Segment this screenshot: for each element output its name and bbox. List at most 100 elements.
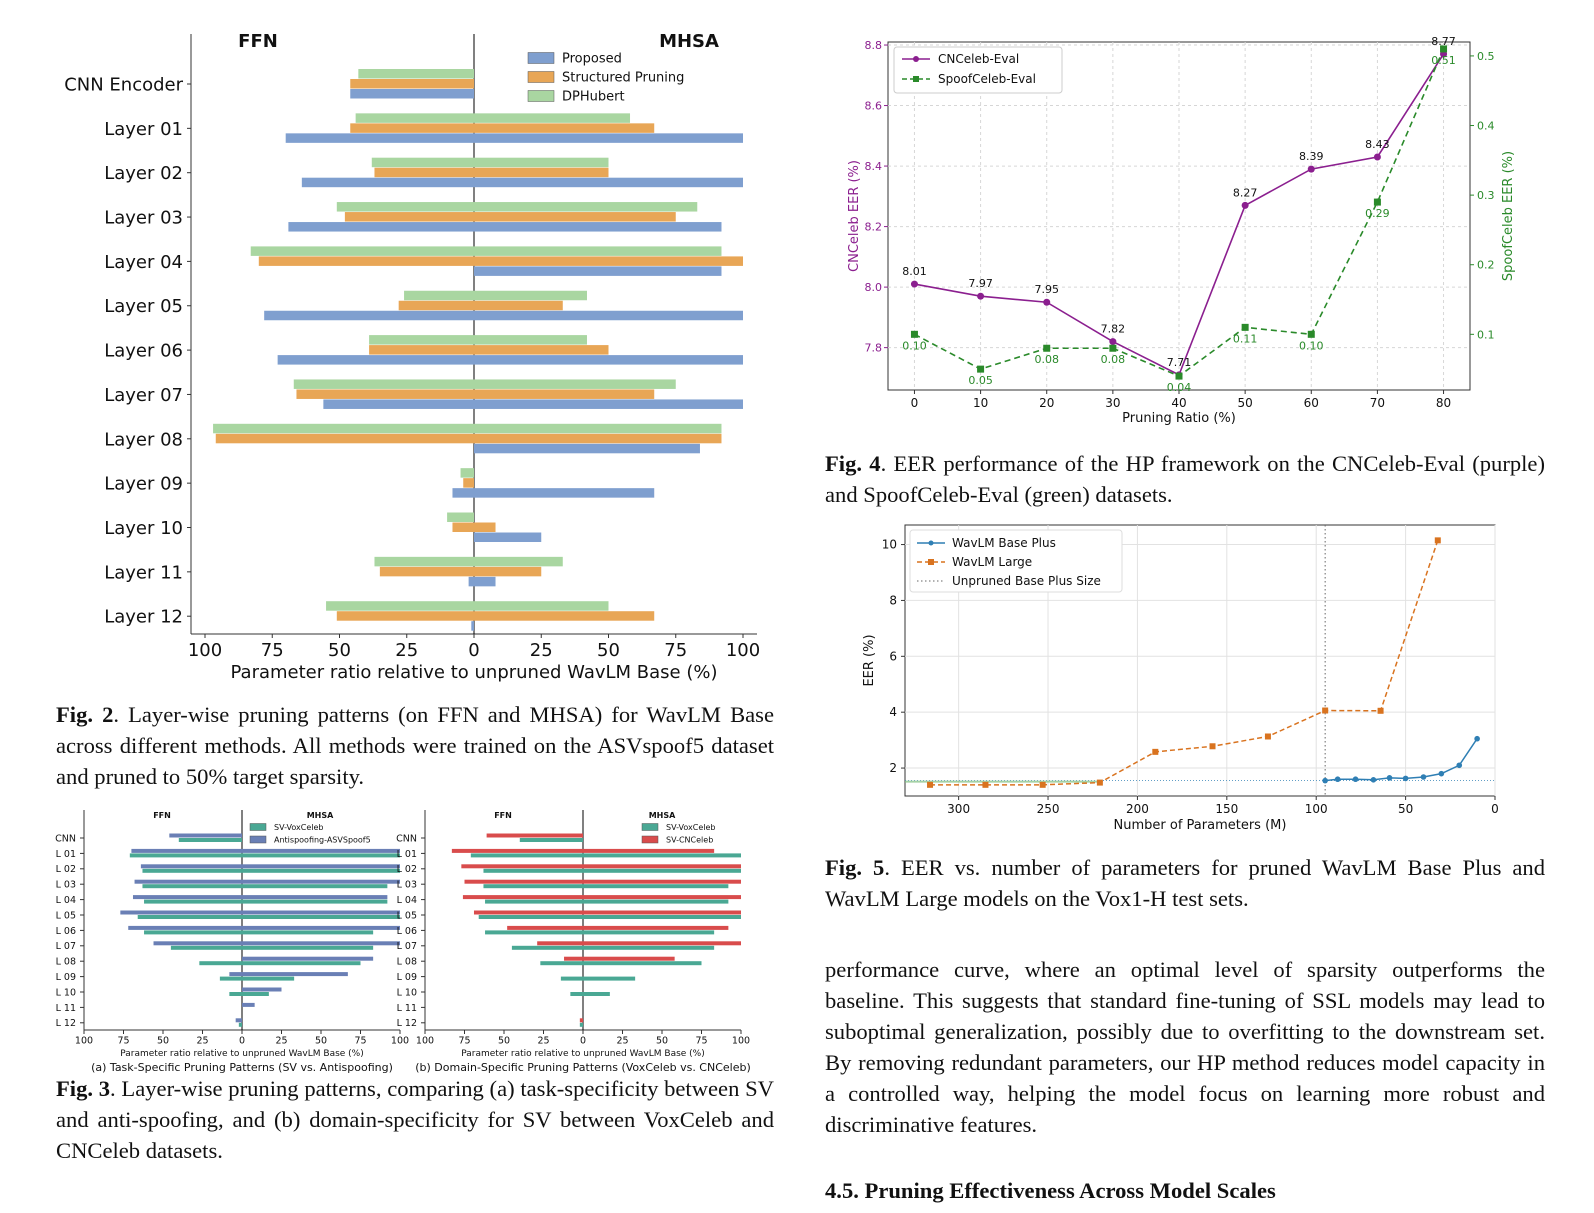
- fig3a-bar-mhsa: [242, 869, 400, 873]
- fig3b-x-tick-label: 100: [732, 1036, 750, 1047]
- fig5-point-base-plus: [1353, 776, 1359, 782]
- fig4-x-tick-label: 60: [1304, 396, 1319, 410]
- fig4-legend-marker-spoofceleb: [913, 76, 919, 82]
- fig4-x-tick-label: 0: [911, 396, 919, 410]
- fig2-caption-text: . Layer-wise pruning patterns (on FFN an…: [56, 702, 774, 789]
- fig3a-category-label: L 05: [56, 910, 76, 921]
- fig3b-bar-ffn: [483, 884, 583, 888]
- fig3b-bar-ffn: [463, 895, 583, 899]
- fig3b-bar-ffn: [570, 992, 583, 996]
- fig5-legend-label-reference: Unpruned Base Plus Size: [952, 574, 1101, 588]
- fig3a-bar-mhsa: [242, 988, 282, 992]
- fig2-bar-mhsa: [474, 523, 496, 533]
- fig5-x-tick-label: 250: [1037, 802, 1060, 816]
- fig4-data-label-cnceleb: 8.01: [902, 265, 927, 278]
- fig4-y2-tick-label: 0.2: [1477, 259, 1495, 272]
- fig2-x-tick-label: 100: [188, 640, 222, 661]
- fig3a-bar-mhsa: [242, 1003, 255, 1007]
- fig4-data-label-spoofceleb: 0.10: [902, 339, 927, 352]
- fig2-bar-ffn: [461, 468, 474, 478]
- fig3b-category-label: L 10: [397, 987, 417, 998]
- fig3a-bar-mhsa: [242, 884, 387, 888]
- fig2-bar-ffn: [326, 601, 474, 611]
- fig5-point-base-plus: [1371, 777, 1377, 783]
- fig2-x-tick-label: 25: [530, 640, 553, 661]
- fig3b-ffn-title: FFN: [494, 811, 512, 820]
- fig5-legend-label-base-plus: WavLM Base Plus: [952, 536, 1056, 550]
- fig2-bar-ffn: [380, 567, 474, 577]
- fig3a-category-label: L 08: [56, 957, 76, 968]
- fig2-bar-ffn: [369, 345, 474, 355]
- fig2-bar-mhsa: [474, 168, 609, 178]
- fig2-bar-mhsa: [474, 399, 743, 409]
- fig2-bar-ffn: [350, 89, 474, 99]
- fig2-bar-ffn: [452, 488, 474, 498]
- fig4-data-label-spoofceleb: 0.51: [1431, 54, 1456, 67]
- fig2-bar-ffn: [471, 621, 474, 631]
- fig5-y-axis-label: EER (%): [862, 634, 877, 686]
- fig2-caption-label: Fig. 2: [56, 702, 113, 727]
- fig3a-category-label: CNN: [55, 833, 76, 844]
- fig3b-bar-ffn: [520, 838, 583, 842]
- fig3b-x-tick-label: 75: [458, 1036, 470, 1047]
- fig4-y-tick-label: 8.0: [865, 281, 883, 294]
- fig3a-category-label: L 04: [56, 895, 76, 906]
- fig3a-bar-mhsa: [242, 961, 361, 965]
- fig2-bar-ffn: [323, 399, 474, 409]
- fig3a-x-tick-label: 100: [391, 1036, 409, 1047]
- fig3-caption: Fig. 3. Layer-wise pruning patterns, com…: [56, 1073, 774, 1166]
- fig2-bar-ffn: [447, 513, 474, 523]
- fig2-bar-ffn: [286, 133, 474, 143]
- fig3a-bar-mhsa: [242, 849, 400, 853]
- fig4-x-axis-label: Pruning Ratio (%): [1122, 411, 1236, 426]
- fig4-point-spoofceleb: [1374, 199, 1381, 206]
- fig3b-bar-mhsa: [583, 961, 702, 965]
- fig2-bar-ffn: [264, 311, 474, 321]
- fig2-bar-mhsa: [474, 611, 654, 621]
- fig3a-bar-ffn: [154, 941, 242, 945]
- fig3b-bar-mhsa: [583, 895, 741, 899]
- fig3a-bar-ffn: [131, 849, 242, 853]
- fig3a-bar-mhsa: [242, 880, 400, 884]
- fig3a-legend-label: Antispoofing-ASVSpoof5: [274, 835, 371, 844]
- fig2-bar-mhsa: [474, 577, 496, 587]
- fig3a-category-label: L 12: [56, 1018, 76, 1029]
- fig3a-bar-mhsa: [242, 972, 348, 976]
- fig4-y2-tick-label: 0.4: [1477, 120, 1495, 133]
- fig4-point-spoofceleb: [911, 331, 918, 338]
- fig2-bar-mhsa: [474, 222, 721, 232]
- fig3a-bar-mhsa: [242, 853, 400, 857]
- fig4-y2-tick-label: 0.3: [1477, 189, 1495, 202]
- fig4-data-label-cnceleb: 7.97: [968, 277, 993, 290]
- fig2-bar-mhsa: [474, 212, 676, 222]
- fig4-point-spoofceleb: [1043, 345, 1050, 352]
- fig3b-x-tick-label: 0: [580, 1036, 586, 1047]
- fig2-bar-ffn: [294, 379, 474, 389]
- fig3a-bar-mhsa: [242, 992, 269, 996]
- fig3a-category-label: L 09: [56, 972, 76, 983]
- fig4-y2-axis-label: SpoofCeleb EER (%): [1501, 151, 1516, 281]
- fig4-x-tick-label: 40: [1171, 396, 1186, 410]
- fig2-bar-mhsa: [474, 335, 587, 345]
- fig2-bar-mhsa: [474, 488, 654, 498]
- fig5-point-base-plus: [1403, 776, 1409, 782]
- fig5-point-large: [1435, 537, 1441, 543]
- fig2-bar-mhsa: [474, 389, 654, 399]
- fig2-legend-swatch: [528, 91, 554, 102]
- fig2-bar-mhsa: [474, 113, 630, 123]
- fig2-mhsa-title: MHSA: [659, 31, 719, 52]
- fig3a-bar-ffn: [144, 930, 242, 934]
- fig5-caption-label: Fig. 5: [825, 855, 884, 880]
- fig2-bar-mhsa: [474, 246, 721, 256]
- fig4-data-label-cnceleb: 8.27: [1233, 186, 1258, 199]
- fig4-legend-label-cnceleb: CNCeleb-Eval: [938, 52, 1019, 66]
- fig3a-bar-mhsa: [242, 911, 400, 915]
- fig2-bar-ffn: [296, 389, 474, 399]
- fig4-data-label-cnceleb: 8.43: [1365, 138, 1390, 151]
- fig2-category-label: CNN Encoder: [64, 74, 183, 95]
- fig3a-x-tick-label: 50: [315, 1036, 327, 1047]
- fig3a-bar-mhsa: [242, 895, 387, 899]
- fig3b-bar-mhsa: [583, 853, 741, 857]
- fig2-bar-mhsa: [474, 266, 721, 276]
- fig2-category-label: Layer 01: [104, 119, 183, 140]
